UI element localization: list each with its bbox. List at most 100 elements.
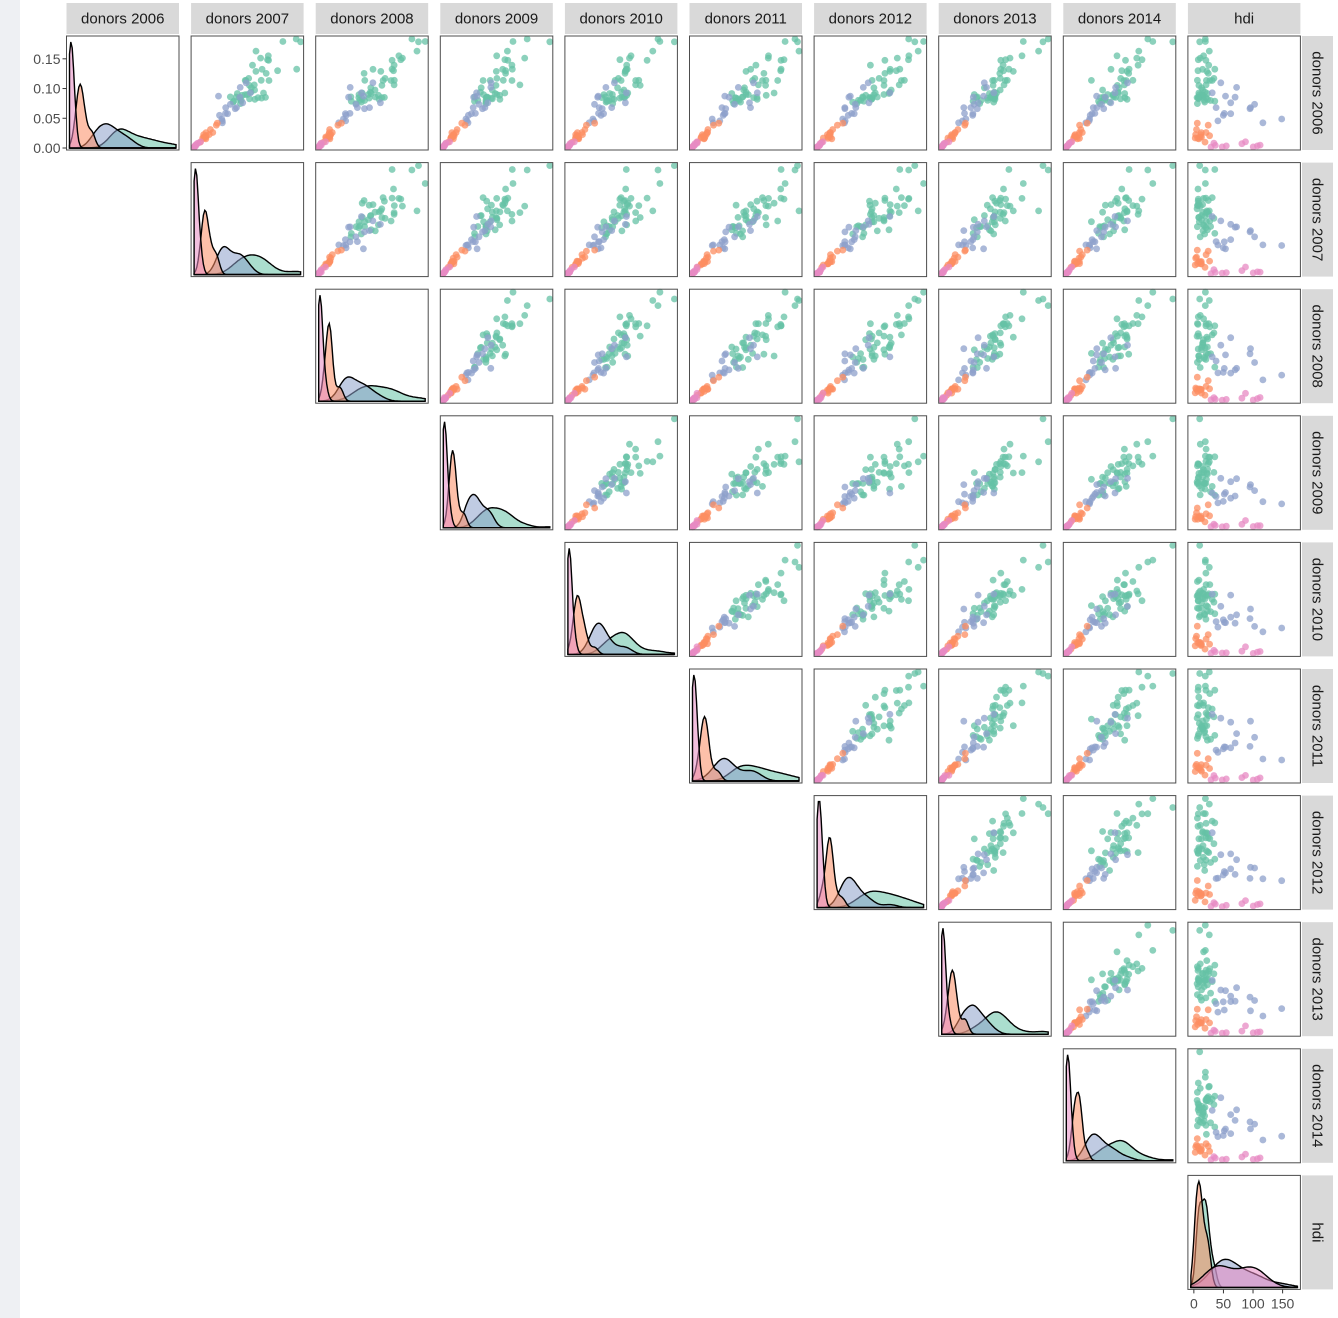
scatter-point [594,92,602,100]
scatter-point [989,835,997,843]
scatter-point [1217,851,1225,859]
scatter-point [1005,590,1013,598]
scatter-point [1195,1103,1203,1111]
scatter-point [608,104,616,111]
scatter-point [1200,610,1208,618]
scatter-point [868,466,875,473]
scatter-point [961,365,968,372]
scatter-point [1144,672,1152,680]
scatter-point [1114,576,1121,584]
scatter-point [1064,142,1072,149]
scatter-point [1193,622,1201,630]
scatter-point [643,322,651,330]
scatter-point [1206,323,1214,331]
scatter-point [1039,415,1047,423]
scatter-point [873,478,881,486]
scatter-point [1194,330,1202,337]
scatter-point [1099,86,1106,94]
scatter-point [623,353,630,361]
scatter-point [1238,774,1246,781]
scatter-point [611,79,618,87]
scatter-point [635,202,643,210]
scatter-point [1222,92,1229,100]
scatter-point [993,844,1000,851]
scatter-point [1217,714,1225,722]
scatter-point [1118,67,1126,75]
scatter-point [618,227,626,235]
panel-border [1062,795,1177,911]
scatter-point [1169,415,1177,423]
scatter-point [780,56,788,64]
scatter-point [740,86,748,94]
scatter-point [841,498,848,506]
scatter-point [762,320,770,327]
scatter-point [753,89,761,97]
scatter-point [871,199,879,207]
scatter-point [1093,717,1101,725]
row-strip-label: donors 2009 [1309,431,1326,514]
scatter-point [986,343,993,351]
scatter-point [1238,1153,1246,1161]
scatter-point [701,258,709,266]
density-curve [318,295,426,402]
scatter-point [731,623,738,630]
scatter-point [1218,649,1226,657]
scatter-point [1144,810,1152,818]
scatter-point [496,95,504,103]
scatter-point [1208,213,1216,220]
scatter-point [1138,460,1146,468]
scatter-point [961,868,968,875]
scatter-point [1144,302,1152,309]
scatter-point [1218,396,1226,404]
scatter-point [1194,223,1201,231]
scatter-point [1218,143,1226,151]
scatter-point [1194,822,1202,830]
scatter-point [747,227,754,235]
scatter-point [1194,1079,1202,1087]
scatter-point [866,94,873,101]
scatter-point [446,389,453,397]
scatter-point [1118,185,1126,193]
scatter-point [1018,810,1026,817]
scatter-point [1217,602,1225,610]
scatter-point [1121,981,1129,989]
scatter-point [636,470,644,477]
scatter-point [616,56,624,64]
scatter-point [969,111,977,119]
scatter-point [1249,1156,1257,1163]
column-strip [191,3,304,34]
scatter-point [859,611,867,619]
scatter-point [356,222,364,230]
scatter-point [970,487,978,494]
scatter-point [591,100,598,108]
scatter-point [608,227,616,235]
scatter-point [1076,755,1083,763]
scatter-point [472,238,479,246]
scatter-point [868,205,876,213]
scatter-point [962,119,969,127]
scatter-point [1019,795,1027,802]
scatter-point [881,56,889,64]
scatter-point [635,462,643,470]
scatter-point [762,82,769,89]
scatter-point [990,489,998,497]
scatter-point [1093,869,1100,877]
scatter-point [1091,110,1099,117]
scatter-point [996,473,1004,481]
panel-border [315,162,429,278]
scatter-point [911,162,919,170]
scatter-point [387,217,395,225]
scatter-point [1039,542,1047,549]
scatter-point [755,445,762,453]
scatter-point [1214,623,1222,631]
scatter-point [989,82,997,89]
scatter-point [1035,458,1042,466]
scatter-point [1102,849,1109,857]
scatter-point [264,56,271,64]
scatter-point [970,835,978,843]
scatter-point [841,755,848,763]
scatter-point [262,70,270,77]
scatter-point [475,233,483,241]
scatter-point [1093,743,1100,751]
scatter-point [892,687,900,694]
